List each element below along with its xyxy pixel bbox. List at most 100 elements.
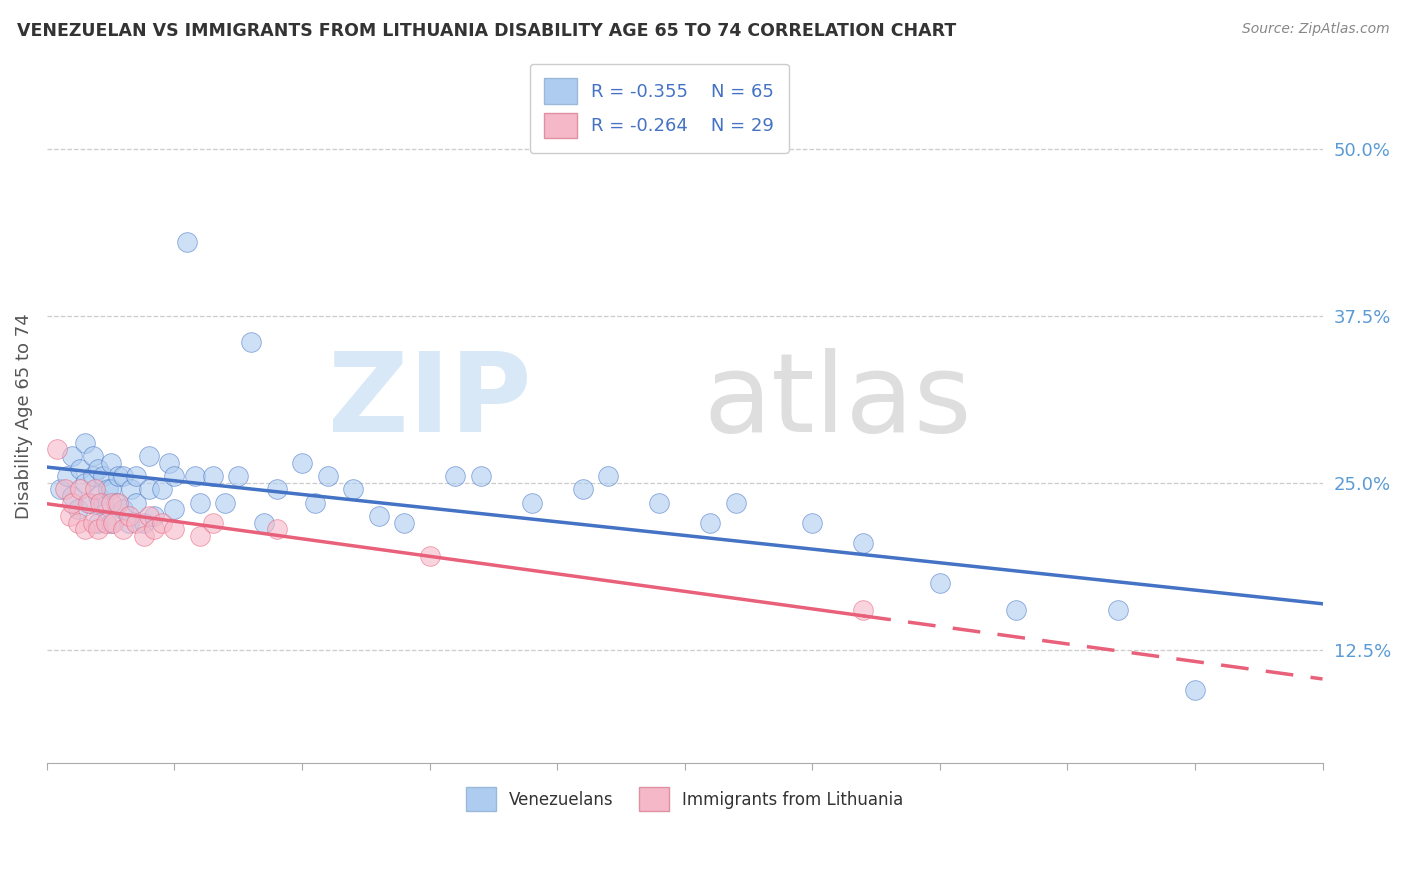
Point — [188, 529, 211, 543]
Point — [392, 516, 415, 530]
Point — [60, 449, 83, 463]
Point — [470, 469, 492, 483]
Y-axis label: Disability Age 65 to 74: Disability Age 65 to 74 — [15, 313, 32, 519]
Point — [571, 483, 593, 497]
Point — [1184, 682, 1206, 697]
Point — [444, 469, 467, 483]
Point — [66, 516, 89, 530]
Point — [419, 549, 441, 563]
Point — [87, 516, 110, 530]
Point — [598, 469, 620, 483]
Point — [69, 483, 91, 497]
Point — [87, 522, 110, 536]
Point — [100, 456, 122, 470]
Point — [266, 483, 288, 497]
Point — [112, 522, 135, 536]
Point — [367, 508, 389, 523]
Point — [157, 456, 180, 470]
Point — [150, 483, 173, 497]
Point — [150, 516, 173, 530]
Point — [132, 529, 155, 543]
Point — [84, 483, 107, 497]
Text: ZIP: ZIP — [328, 349, 531, 456]
Text: atlas: atlas — [703, 349, 972, 456]
Point — [125, 496, 148, 510]
Point — [103, 516, 125, 530]
Point — [852, 602, 875, 616]
Point — [75, 435, 97, 450]
Point — [125, 516, 148, 530]
Point — [304, 496, 326, 510]
Point — [89, 496, 111, 510]
Point — [132, 516, 155, 530]
Point — [188, 496, 211, 510]
Point — [48, 483, 70, 497]
Point — [143, 522, 166, 536]
Point — [100, 516, 122, 530]
Point — [87, 462, 110, 476]
Text: Source: ZipAtlas.com: Source: ZipAtlas.com — [1241, 22, 1389, 37]
Point — [120, 483, 142, 497]
Point — [117, 508, 139, 523]
Point — [316, 469, 339, 483]
Point — [342, 483, 364, 497]
Point — [82, 469, 104, 483]
Point — [201, 516, 224, 530]
Point — [100, 483, 122, 497]
Point — [724, 496, 747, 510]
Point — [266, 522, 288, 536]
Point — [75, 475, 97, 490]
Point — [69, 462, 91, 476]
Point — [60, 496, 83, 510]
Point — [107, 469, 129, 483]
Point — [520, 496, 543, 510]
Point — [117, 516, 139, 530]
Point — [60, 489, 83, 503]
Point — [184, 469, 207, 483]
Point — [66, 502, 89, 516]
Point — [138, 449, 160, 463]
Point — [53, 483, 76, 497]
Point — [79, 496, 101, 510]
Point — [226, 469, 249, 483]
Point — [100, 496, 122, 510]
Point — [59, 508, 82, 523]
Point — [801, 516, 824, 530]
Point — [699, 516, 721, 530]
Point — [143, 508, 166, 523]
Point — [201, 469, 224, 483]
Legend: Venezuelans, Immigrants from Lithuania: Venezuelans, Immigrants from Lithuania — [453, 774, 917, 824]
Point — [94, 516, 117, 530]
Point — [163, 522, 186, 536]
Point — [107, 496, 129, 510]
Point — [112, 502, 135, 516]
Point — [87, 489, 110, 503]
Point — [82, 449, 104, 463]
Point — [82, 516, 104, 530]
Text: VENEZUELAN VS IMMIGRANTS FROM LITHUANIA DISABILITY AGE 65 TO 74 CORRELATION CHAR: VENEZUELAN VS IMMIGRANTS FROM LITHUANIA … — [17, 22, 956, 40]
Point — [76, 496, 98, 510]
Point — [125, 469, 148, 483]
Point — [56, 469, 79, 483]
Point — [648, 496, 671, 510]
Point — [91, 496, 114, 510]
Point — [852, 535, 875, 549]
Point — [91, 469, 114, 483]
Point — [163, 502, 186, 516]
Point — [928, 575, 950, 590]
Point — [1005, 602, 1028, 616]
Point — [176, 235, 198, 249]
Point — [163, 469, 186, 483]
Point — [138, 483, 160, 497]
Point — [104, 496, 127, 510]
Point — [97, 483, 120, 497]
Point — [112, 469, 135, 483]
Point — [1107, 602, 1129, 616]
Point — [240, 335, 263, 350]
Point — [138, 508, 160, 523]
Point — [46, 442, 69, 457]
Point — [253, 516, 276, 530]
Point — [214, 496, 236, 510]
Point — [291, 456, 314, 470]
Point — [75, 522, 97, 536]
